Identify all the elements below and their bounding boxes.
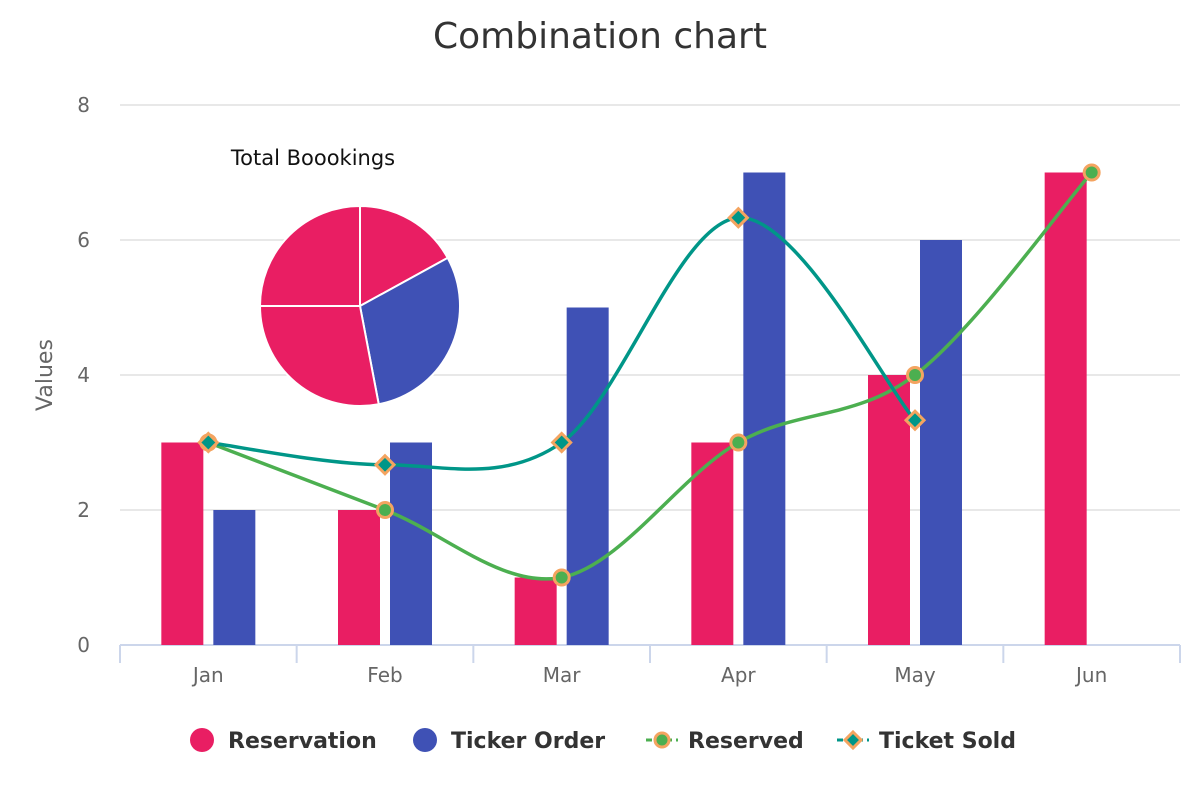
bar-ticker-order-may <box>920 240 962 645</box>
marker-ticket-sold-may <box>903 409 927 432</box>
marker-ticket-sold-apr <box>727 206 750 229</box>
legend-label: Reserved <box>688 729 804 754</box>
bar-reservation-apr <box>691 442 734 645</box>
line-ticket-sold <box>208 215 917 471</box>
bar-reservation-feb <box>338 510 380 645</box>
x-tick-label-feb: Feb <box>367 663 402 687</box>
x-tick-label-mar: Mar <box>543 663 582 687</box>
legend-label: Ticket Sold <box>879 729 1016 754</box>
legend-item-reservation[interactable]: Reservation <box>190 728 377 754</box>
legend: Reservation Ticker Order Reserved Ticket So… <box>190 728 1016 754</box>
y-tick-label: 0 <box>77 633 90 657</box>
legend-swatch <box>190 728 214 752</box>
x-tick-label-jun: Jun <box>1074 663 1107 687</box>
x-tick-label-apr: Apr <box>721 663 756 687</box>
bar-reservation-may <box>868 375 910 645</box>
bar-reservation-jun <box>1044 172 1087 645</box>
chart-title: Combination chart <box>433 16 767 57</box>
x-axis: Jan Feb Mar Apr May Jun <box>119 644 1181 687</box>
marker-ticket-sold-feb <box>373 453 397 476</box>
legend-label: Ticker Order <box>451 729 605 754</box>
x-tick-label-may: May <box>894 663 936 687</box>
legend-item-ticker-order[interactable]: Ticker Order <box>413 728 605 754</box>
marker-ticket-sold-jan <box>197 431 220 454</box>
pie-slice-2 <box>358 256 461 406</box>
bar-reservation-mar <box>514 577 557 645</box>
bar-ticker-order-apr <box>743 172 786 645</box>
total-bookings-pie: Total Boookings <box>230 146 461 407</box>
y-tick-label: 4 <box>77 363 90 387</box>
marker-reserved-may <box>906 366 924 384</box>
pie-slice-3 <box>258 305 380 407</box>
bar-ticker-order-feb <box>390 442 432 645</box>
marker-ticket-sold-mar <box>550 431 573 454</box>
marker-reserved-apr <box>729 433 748 452</box>
legend-label: Reservation <box>228 729 377 754</box>
bar-series-group <box>161 172 1087 645</box>
y-tick-label: 6 <box>77 228 90 252</box>
y-axis-label: Values <box>33 339 58 411</box>
pie-slice-1 <box>359 204 449 308</box>
pie-title: Total Boookings <box>230 146 395 170</box>
pie-slice-4 <box>258 204 361 307</box>
legend-swatch <box>413 728 437 752</box>
marker-reserved-mar <box>552 568 571 587</box>
legend-swatch-marker <box>842 729 864 751</box>
legend-swatch-marker <box>653 731 671 749</box>
bar-reservation-jan <box>161 442 204 645</box>
marker-reserved-feb <box>376 501 394 519</box>
legend-item-reserved[interactable]: Reserved <box>646 729 804 754</box>
marker-reserved-jun <box>1082 163 1101 182</box>
marker-group <box>197 163 1101 587</box>
bar-ticker-order-mar <box>566 307 609 645</box>
x-tick-label-jan: Jan <box>191 663 224 687</box>
y-tick-label: 8 <box>77 93 90 117</box>
y-tick-label: 2 <box>77 498 90 522</box>
bar-ticker-order-jan <box>213 510 256 645</box>
legend-item-ticket-sold[interactable]: Ticket Sold <box>837 729 1016 754</box>
